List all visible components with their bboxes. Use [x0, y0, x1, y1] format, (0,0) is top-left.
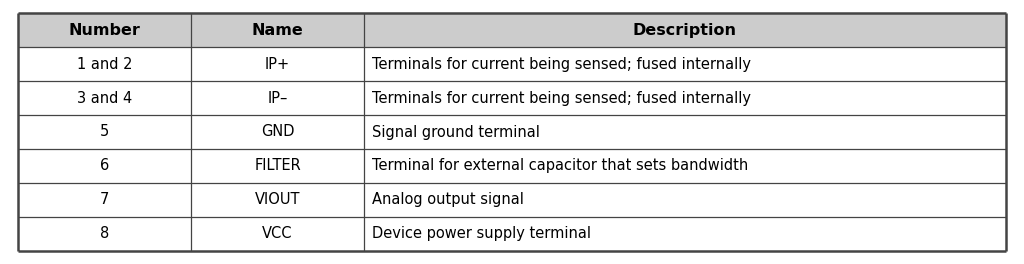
Bar	[364, 81, 1006, 115]
Bar	[364, 13, 1006, 47]
Text: VCC: VCC	[262, 226, 293, 241]
Text: Device power supply terminal: Device power supply terminal	[372, 226, 591, 241]
Bar	[364, 115, 1006, 149]
Text: Analog output signal: Analog output signal	[372, 192, 524, 208]
Text: Terminal for external capacitor that sets bandwidth: Terminal for external capacitor that set…	[372, 158, 749, 173]
Bar	[191, 149, 364, 183]
Bar	[191, 81, 364, 115]
Bar	[364, 47, 1006, 81]
Text: Name: Name	[252, 23, 303, 38]
Text: Terminals for current being sensed; fused internally: Terminals for current being sensed; fuse…	[372, 91, 752, 106]
Bar	[18, 81, 191, 115]
Text: IP–: IP–	[267, 91, 288, 106]
Text: FILTER: FILTER	[254, 158, 301, 173]
Text: 1 and 2: 1 and 2	[77, 56, 132, 72]
Bar	[364, 217, 1006, 251]
Text: GND: GND	[261, 125, 294, 139]
Bar	[18, 149, 191, 183]
Text: Description: Description	[633, 23, 736, 38]
Bar	[18, 13, 191, 47]
Text: 5: 5	[100, 125, 110, 139]
Bar	[18, 183, 191, 217]
Bar	[191, 47, 364, 81]
Bar	[18, 115, 191, 149]
Bar	[18, 47, 191, 81]
Bar	[364, 183, 1006, 217]
Text: VIOUT: VIOUT	[255, 192, 300, 208]
Bar	[191, 115, 364, 149]
Bar	[18, 217, 191, 251]
Text: 6: 6	[100, 158, 110, 173]
Text: 8: 8	[100, 226, 110, 241]
Text: IP+: IP+	[265, 56, 290, 72]
Bar	[191, 13, 364, 47]
Text: Terminals for current being sensed; fused internally: Terminals for current being sensed; fuse…	[372, 56, 752, 72]
Bar	[191, 183, 364, 217]
Text: Number: Number	[69, 23, 140, 38]
Text: 7: 7	[100, 192, 110, 208]
Text: Signal ground terminal: Signal ground terminal	[372, 125, 540, 139]
Text: 3 and 4: 3 and 4	[77, 91, 132, 106]
Bar	[364, 149, 1006, 183]
Bar	[191, 217, 364, 251]
